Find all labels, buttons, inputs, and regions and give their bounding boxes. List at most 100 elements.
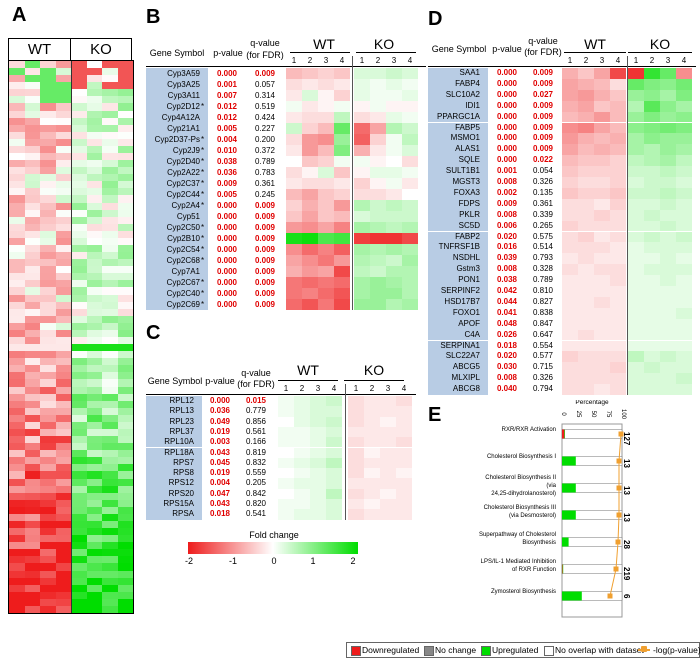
heat-cell [9, 535, 25, 543]
heat-cell [610, 187, 626, 199]
heat-cell [610, 384, 626, 395]
heat-cell [55, 414, 72, 423]
heat-cell [86, 153, 103, 161]
heat-cell [370, 233, 386, 244]
gene-symbol: Cyp51 [176, 212, 200, 221]
q-value: 0.205 [245, 478, 267, 488]
heat-cell [24, 89, 41, 97]
heat-cell [102, 131, 118, 140]
heat-cell [55, 110, 72, 119]
pathway-total: 219 [622, 567, 631, 581]
gene-symbol: FOXO1 [452, 307, 480, 317]
heat-cell [55, 570, 72, 579]
heat-cell [40, 301, 56, 310]
heat-cell [334, 200, 350, 211]
heat-cell [71, 492, 87, 501]
heat-cell [354, 101, 370, 112]
pathway-bar-up [562, 510, 576, 520]
q-value: 0.326 [532, 177, 554, 186]
heat-cell [24, 400, 41, 409]
heat-cell [9, 237, 25, 246]
heat-cell [40, 471, 56, 480]
neglogp-point [615, 539, 621, 545]
heat-cell [644, 362, 660, 374]
heat-cell [294, 499, 310, 510]
heat-cell [55, 103, 72, 112]
q-value: 0.009 [254, 300, 276, 309]
p-value: 0.019 [209, 468, 231, 478]
heat-cell [644, 264, 660, 276]
heat-cell [402, 189, 418, 200]
heat-cell [9, 117, 25, 126]
heat-cell [24, 202, 41, 211]
heat-cell [117, 421, 133, 430]
heat-cell [9, 188, 25, 196]
gene-symbol: FABP2 [455, 231, 480, 241]
q-value: 0.166 [245, 437, 267, 447]
heat-cell [55, 372, 72, 380]
heat-cell [628, 307, 644, 319]
heat-cell [660, 242, 676, 254]
heat-cell [117, 181, 133, 189]
heat-cell [71, 570, 87, 579]
heat-cell [302, 299, 318, 310]
heat-cell [676, 286, 692, 297]
heat-cell [9, 499, 25, 508]
heat-cell [40, 145, 56, 154]
heat-cell [24, 188, 41, 196]
heat-cell [594, 220, 610, 232]
heat-cell [102, 322, 118, 331]
heat-cell [396, 426, 412, 438]
heat-cell [71, 138, 87, 147]
heat-cell [364, 437, 380, 448]
heat-cell [386, 101, 402, 112]
q-value: 0.519 [254, 102, 276, 111]
rep-number: 1 [283, 384, 289, 393]
q-value: 0.789 [254, 157, 276, 166]
rep-number: 4 [681, 56, 687, 65]
heat-cell [370, 189, 386, 200]
fold-legend-tick-1: -1 [228, 556, 237, 566]
heat-cell [9, 167, 25, 175]
heat-cell [9, 429, 25, 437]
heat-cell [594, 264, 610, 276]
heat-cell [562, 307, 578, 319]
heat-cell [594, 242, 610, 254]
heat-cell [396, 406, 412, 417]
heat-cell [102, 563, 118, 572]
p-value: 0.016 [496, 242, 518, 252]
heat-cell [24, 96, 41, 104]
heat-cell [24, 414, 41, 423]
heat-cell [24, 131, 41, 140]
pathway-label: 24,25-dihydrolanosterol) [491, 491, 556, 497]
heat-cell [354, 123, 370, 134]
heat-cell [354, 178, 370, 189]
heat-cell [55, 485, 72, 494]
heat-cell [40, 450, 56, 458]
heat-cell [55, 556, 72, 564]
heat-cell [71, 301, 87, 310]
heat-cell [9, 223, 25, 232]
q-value: 0.009 [254, 278, 276, 287]
gene-symbol: RPS15A [163, 499, 194, 508]
heat-cell [310, 468, 326, 479]
heat-cell [86, 379, 103, 388]
heat-cell [86, 209, 103, 218]
gene-cell [428, 242, 488, 254]
heat-cell [302, 178, 318, 189]
panel-d-qval-header: q-value [528, 36, 558, 46]
heat-cell [71, 499, 87, 508]
heat-cell [9, 605, 25, 613]
heat-cell [117, 563, 133, 572]
heat-cell [55, 521, 72, 529]
heat-cell [326, 499, 342, 510]
heat-cell [660, 362, 676, 374]
pathway-bar-up [562, 564, 564, 574]
heat-cell [24, 577, 41, 586]
neglogp-point [607, 593, 613, 599]
heat-cell [578, 242, 594, 254]
heat-cell [610, 111, 626, 123]
heat-cell [286, 299, 302, 310]
heat-cell [628, 384, 644, 395]
heat-cell [86, 499, 103, 508]
